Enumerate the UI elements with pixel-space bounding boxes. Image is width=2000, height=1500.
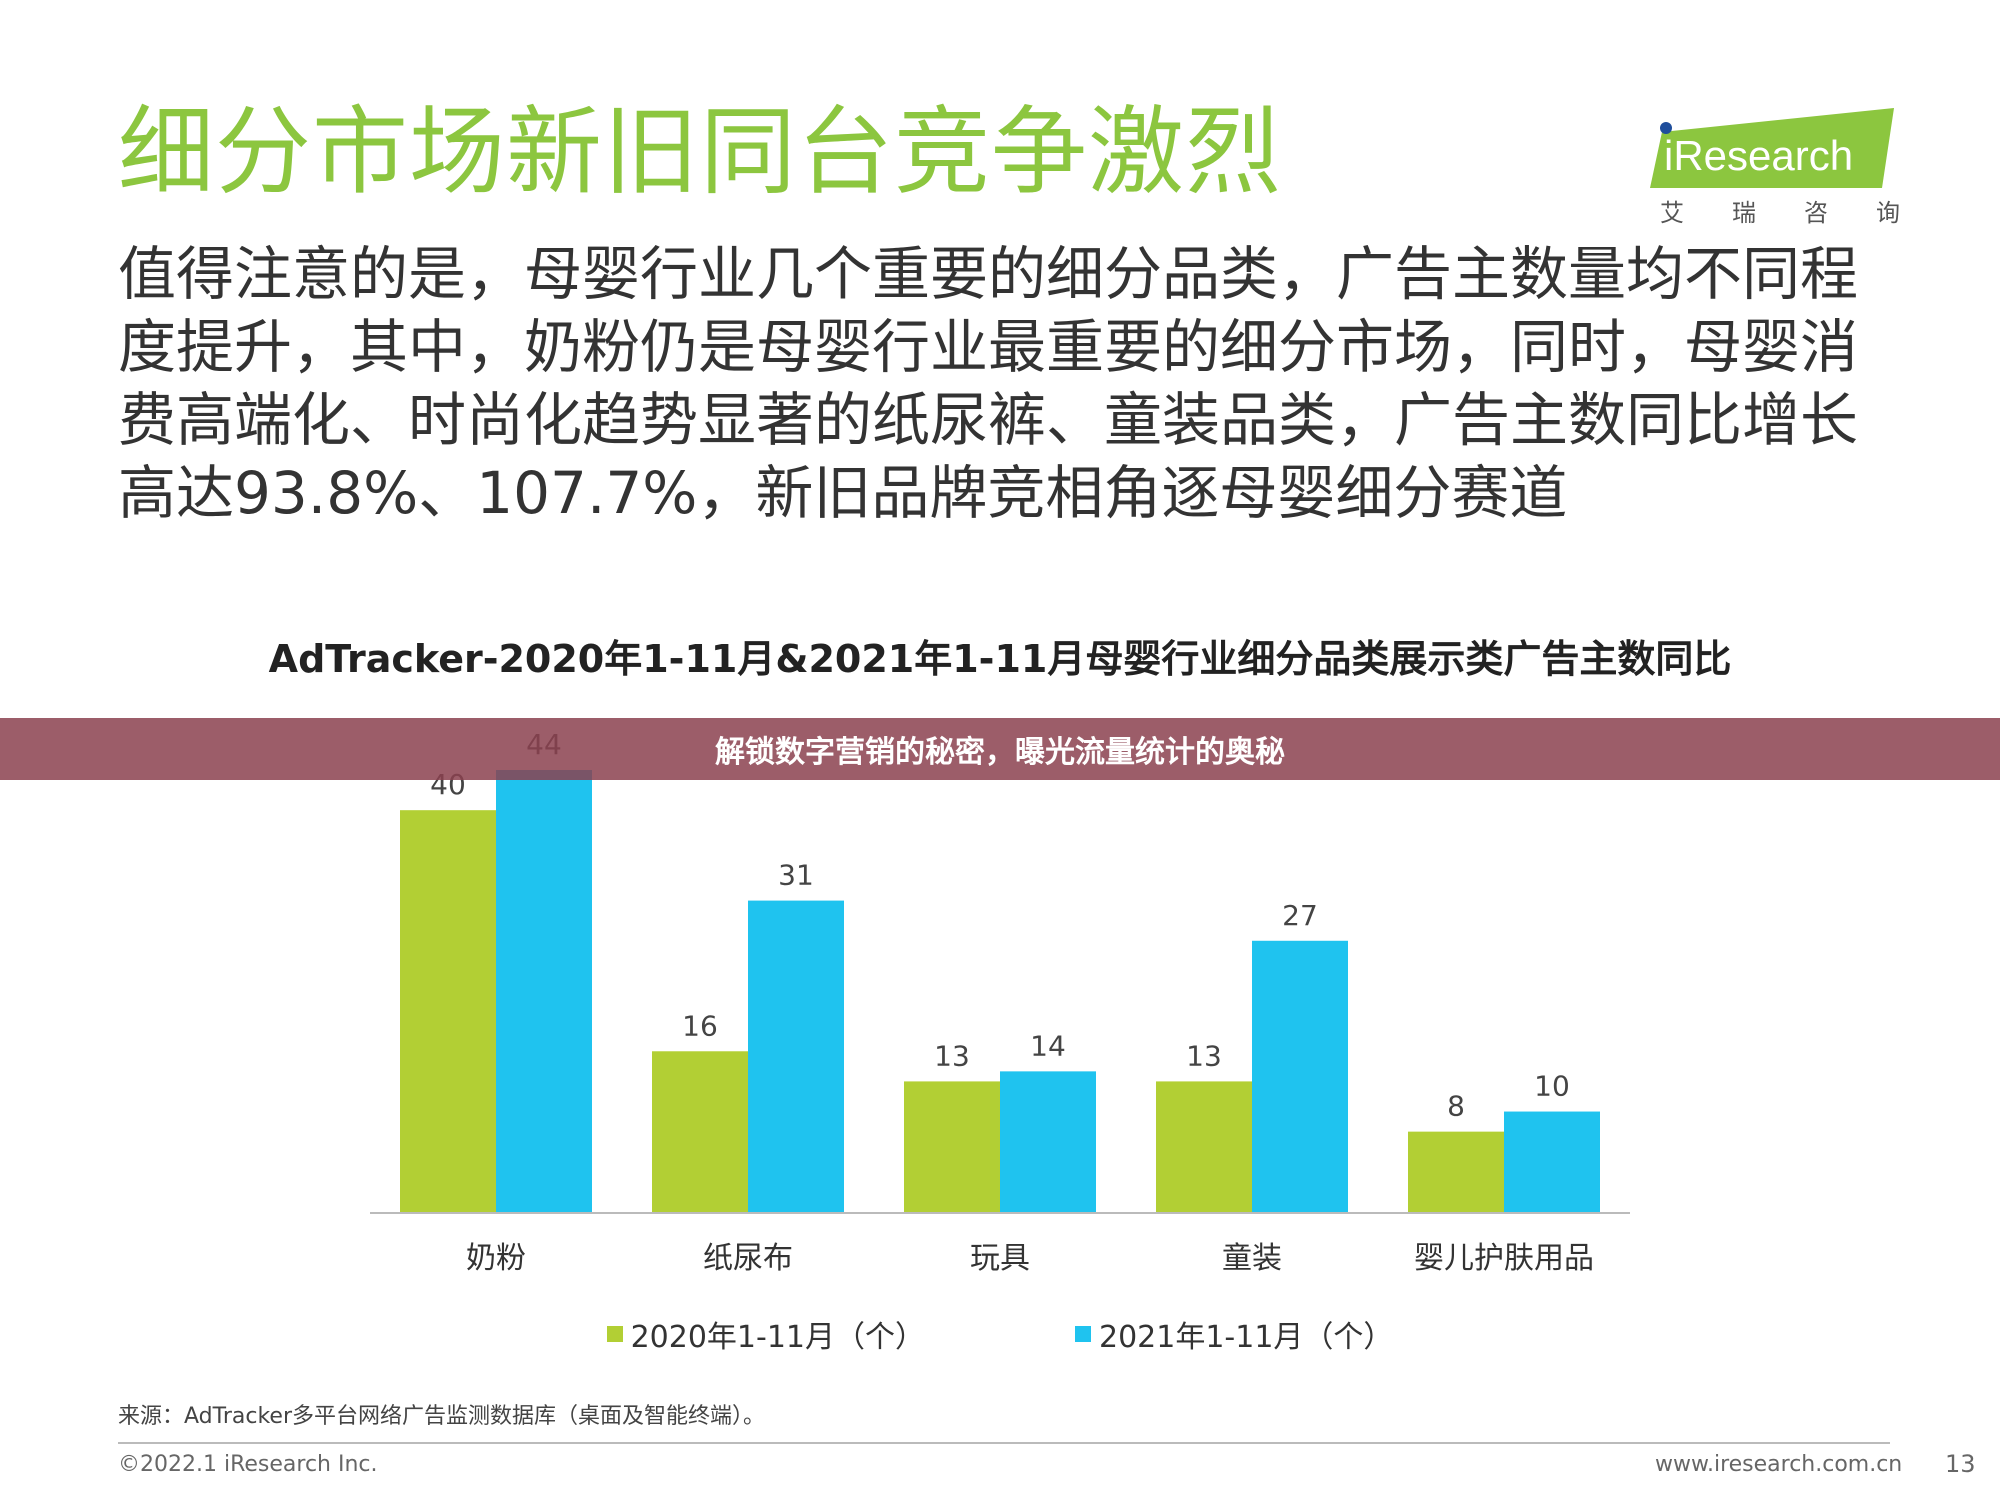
category-label: 婴儿护肤用品 xyxy=(1414,1241,1594,1276)
data-label: 13 xyxy=(934,1039,970,1072)
bar xyxy=(1000,1071,1096,1212)
overlay-banner[interactable]: 解锁数字营销的秘密，曝光流量统计的奥秘 xyxy=(0,718,2000,780)
page-number: 13 xyxy=(1945,1450,1976,1478)
legend-item-2021: 2021年1-11月（个） xyxy=(1075,1312,1393,1356)
copyright: ©2022.1 iResearch Inc. xyxy=(118,1452,378,1477)
bar xyxy=(1408,1131,1504,1212)
data-label: 27 xyxy=(1282,899,1318,932)
data-label: 8 xyxy=(1447,1090,1465,1123)
logo-sub-char: 瑞 xyxy=(1732,199,1756,227)
category-label: 纸尿布 xyxy=(703,1241,793,1276)
overlay-banner-text: 解锁数字营销的秘密，曝光流量统计的奥秘 xyxy=(715,735,1285,770)
data-label: 10 xyxy=(1534,1070,1570,1103)
legend-swatch xyxy=(1075,1326,1091,1342)
legend-item-2020: 2020年1-11月（个） xyxy=(606,1312,925,1356)
logo-text: iResearch xyxy=(1664,132,1853,179)
chart-title: AdTracker-2020年1-11月&2021年1-11月母婴行业细分品类展… xyxy=(268,637,1732,681)
category-label: 童装 xyxy=(1222,1241,1282,1276)
body-paragraph: 值得注意的是，母婴行业几个重要的细分品类，广告主数量均不同程度提升，其中，奶粉仍… xyxy=(118,240,1859,527)
legend-label: 2020年1-11月（个） xyxy=(630,1320,925,1355)
bar-chart: 4044奶粉1631纸尿布1314玩具1327童装810婴儿护肤用品 xyxy=(370,728,1630,1276)
category-label: 玩具 xyxy=(970,1241,1030,1276)
bar xyxy=(1504,1111,1600,1212)
legend-swatch xyxy=(606,1326,623,1342)
category-label: 奶粉 xyxy=(466,1241,526,1276)
legend-label: 2021年1-11月（个） xyxy=(1099,1320,1394,1355)
bar xyxy=(1156,1081,1252,1212)
footer-divider xyxy=(118,1442,1890,1444)
bar xyxy=(496,770,592,1212)
data-label: 14 xyxy=(1030,1029,1066,1062)
chart-legend: 2020年1-11月（个） 2021年1-11月（个） xyxy=(0,1312,2000,1356)
logo-sub-char: 艾 xyxy=(1660,199,1684,227)
data-label: 13 xyxy=(1186,1039,1222,1072)
source-note: 来源：AdTracker多平台网络广告监测数据库（桌面及智能终端）。 xyxy=(118,1404,765,1429)
data-label: 31 xyxy=(778,859,814,892)
bar xyxy=(1252,940,1348,1212)
bar xyxy=(748,900,844,1212)
logo-dot xyxy=(1660,122,1672,134)
logo-subtitle: 艾 瑞 咨 询 xyxy=(1660,193,1900,228)
data-label: 16 xyxy=(682,1009,718,1042)
bar xyxy=(400,810,496,1212)
logo-badge xyxy=(1650,108,1894,188)
bar xyxy=(904,1081,1000,1212)
logo-sub-char: 询 xyxy=(1876,199,1900,227)
bar xyxy=(652,1051,748,1212)
logo-sub-char: 咨 xyxy=(1804,199,1828,227)
iresearch-logo: iResearch xyxy=(1650,108,1894,188)
page-title: 细分市场新旧同台竞争激烈 xyxy=(118,96,1282,208)
website-link[interactable]: www.iresearch.com.cn xyxy=(1655,1452,1903,1477)
